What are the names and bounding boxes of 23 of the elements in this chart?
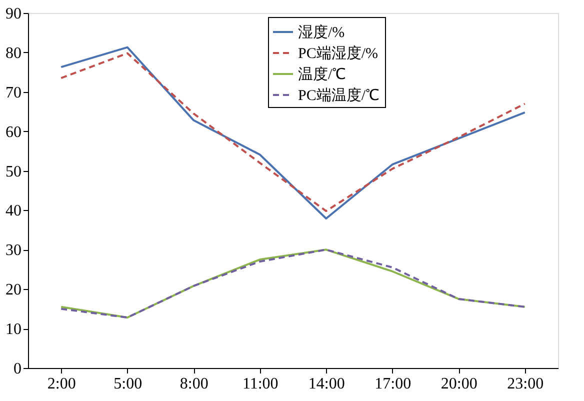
- y-tick-label: 20: [6, 282, 22, 299]
- y-tick-label: 10: [6, 321, 22, 338]
- y-tick-label: 50: [6, 163, 22, 180]
- line-series: [60, 248, 526, 319]
- x-tick-label: 23:00: [507, 376, 544, 392]
- y-tick-label: 80: [6, 44, 22, 62]
- y-tick-label: 0: [14, 360, 22, 378]
- y-tick-label: 30: [6, 242, 22, 260]
- y-tick-label: 70: [6, 84, 22, 102]
- x-tick-label: 2:00: [47, 376, 76, 392]
- legend-label: 湿度/%: [298, 24, 345, 41]
- legend-label: PC端湿度/%: [298, 45, 378, 62]
- x-tick-label: 8:00: [180, 376, 208, 392]
- x-tick-label: 11:00: [242, 376, 278, 392]
- y-tick-label: 40: [6, 202, 22, 220]
- legend-label: PC端温度/℃: [298, 87, 380, 104]
- x-tick-label: 14:00: [308, 376, 345, 392]
- y-tick-label: 60: [6, 124, 22, 141]
- legend-label: 温度/℃: [298, 66, 346, 83]
- x-tick-label: 20:00: [440, 376, 478, 392]
- x-tick-label: 17:00: [374, 376, 412, 392]
- y-tick-label: 90: [6, 6, 22, 22]
- x-tick-label: 5:00: [114, 376, 142, 392]
